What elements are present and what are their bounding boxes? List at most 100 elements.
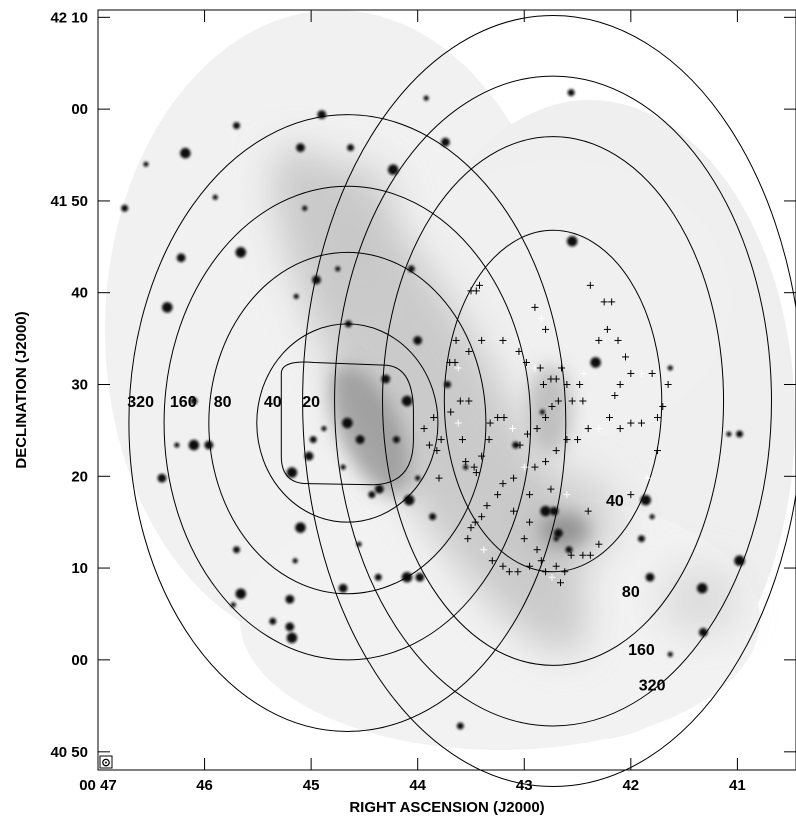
source-cross xyxy=(561,568,569,576)
point-source xyxy=(355,435,365,444)
point-source xyxy=(566,236,578,247)
source-cross xyxy=(537,314,545,322)
point-source xyxy=(321,425,327,432)
point-source xyxy=(176,253,186,263)
source-cross xyxy=(576,380,584,388)
y-tick-label: 41 50 xyxy=(50,193,88,210)
source-cross xyxy=(568,397,576,405)
source-cross xyxy=(611,392,619,400)
source-cross xyxy=(476,281,484,289)
x-tick-label: 41 xyxy=(729,777,746,794)
point-source xyxy=(413,336,423,345)
point-source xyxy=(667,365,673,371)
source-cross xyxy=(533,546,541,554)
source-cross xyxy=(456,397,464,405)
point-source xyxy=(335,266,341,272)
optical-image xyxy=(105,10,795,750)
point-source xyxy=(233,122,241,130)
source-cross xyxy=(542,458,550,466)
source-cross xyxy=(523,430,531,438)
source-cross xyxy=(458,436,466,444)
source-cross xyxy=(595,540,603,548)
source-cross xyxy=(558,364,566,372)
source-cross xyxy=(478,336,486,344)
y-tick-label: 40 xyxy=(71,285,88,302)
y-tick-label: 10 xyxy=(71,560,88,577)
point-source xyxy=(444,380,452,388)
y-tick-label: 00 xyxy=(71,101,88,118)
source-cross xyxy=(480,546,488,554)
source-cross xyxy=(637,369,645,377)
point-source xyxy=(312,275,321,285)
contour-label: 80 xyxy=(622,584,640,601)
contour-label: 320 xyxy=(127,394,154,411)
source-cross xyxy=(627,491,635,499)
point-source xyxy=(342,417,353,429)
source-cross xyxy=(465,347,473,355)
point-source xyxy=(645,572,655,582)
source-cross xyxy=(586,551,594,559)
point-source xyxy=(304,451,314,461)
source-cross xyxy=(653,447,661,455)
source-cross xyxy=(509,425,517,433)
point-source xyxy=(295,522,306,533)
point-source xyxy=(401,395,413,407)
point-source xyxy=(347,144,355,152)
source-cross xyxy=(595,425,603,433)
source-cross xyxy=(520,463,528,471)
point-source xyxy=(143,161,149,167)
source-cross xyxy=(579,397,587,405)
source-cross xyxy=(595,336,603,344)
source-cross xyxy=(664,380,672,388)
exposure-contours xyxy=(128,15,796,787)
source-cross xyxy=(552,562,560,570)
point-source xyxy=(190,397,198,405)
source-cross xyxy=(510,474,518,482)
source-cross xyxy=(472,469,480,477)
point-source xyxy=(637,535,645,543)
source-cross xyxy=(603,325,611,333)
source-cross xyxy=(567,551,575,559)
point-source xyxy=(512,441,520,449)
source-cross xyxy=(520,535,528,543)
beam-marker: ⊙ xyxy=(101,757,110,769)
source-cross xyxy=(462,458,470,466)
source-cross xyxy=(454,419,462,427)
y-tick-label: 00 xyxy=(71,652,88,669)
source-cross xyxy=(627,419,635,427)
source-cross xyxy=(563,491,571,499)
y-tick-label: 20 xyxy=(71,468,88,485)
source-cross xyxy=(608,298,616,306)
point-source xyxy=(539,409,545,415)
contour-labels: 320 160 80 40 20 40 80 160 320 xyxy=(127,394,665,695)
source-cross xyxy=(580,369,588,377)
source-cross xyxy=(621,353,629,361)
detected-sources xyxy=(420,281,672,587)
exposure-contour xyxy=(128,114,567,732)
point-source xyxy=(423,95,429,101)
galaxy-core xyxy=(329,365,590,548)
exposure-contour xyxy=(163,185,532,661)
point-source xyxy=(121,204,129,212)
source-cross xyxy=(471,518,479,526)
point-source xyxy=(269,617,277,625)
source-cross xyxy=(467,524,475,532)
point-source xyxy=(180,147,191,159)
point-source xyxy=(286,632,298,644)
y-tick-label: 30 xyxy=(71,376,88,393)
x-tick-label: 44 xyxy=(409,777,426,794)
source-cross xyxy=(533,425,541,433)
plot-frame xyxy=(97,9,796,771)
source-cross xyxy=(488,557,496,565)
point-source xyxy=(340,464,346,470)
point-source xyxy=(565,546,573,554)
contour-label: 160 xyxy=(170,394,197,411)
beam-box xyxy=(99,755,113,769)
source-cross xyxy=(494,414,502,422)
point-source xyxy=(174,442,180,448)
point-source xyxy=(296,143,305,153)
source-cross xyxy=(554,397,562,405)
source-cross xyxy=(420,425,428,433)
source-cross xyxy=(616,380,624,388)
point-source xyxy=(302,205,308,211)
